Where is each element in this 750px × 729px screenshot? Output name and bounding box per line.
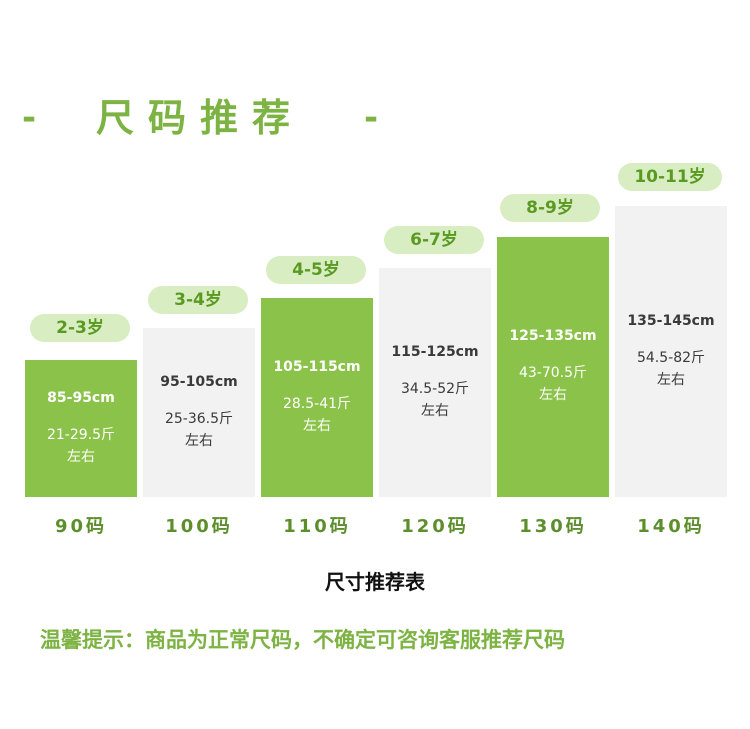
size-label: 130码: [519, 516, 587, 537]
height-range: 135-145cm: [627, 312, 715, 329]
weight-suffix: 左右: [67, 448, 95, 465]
age-pill: 10-11岁: [618, 163, 722, 191]
age-pill: 6-7岁: [384, 226, 484, 254]
height-range: 105-115cm: [273, 358, 361, 375]
size-card-110: 105-115cm 28.5-41斤 左右: [261, 298, 373, 497]
weight-range: 54.5-82斤: [636, 349, 706, 366]
height-range: 115-125cm: [391, 343, 479, 360]
size-card-130: 125-135cm 43-70.5斤 左右: [497, 237, 609, 497]
page-title: 尺码推荐: [96, 96, 305, 140]
size-label: 140码: [637, 516, 705, 537]
size-card-140: 135-145cm 54.5-82斤 左右: [615, 206, 727, 497]
warm-tip: 温馨提示：商品为正常尺码，不确定可咨询客服推荐尺码: [40, 628, 565, 652]
age-pill: 3-4岁: [148, 286, 248, 314]
height-range: 85-95cm: [47, 389, 115, 406]
size-card-90: 85-95cm 21-29.5斤 左右: [25, 360, 137, 497]
age-pill: 2-3岁: [30, 314, 130, 342]
header-dash-left: -: [22, 98, 37, 138]
age-pill: 8-9岁: [500, 194, 600, 222]
weight-range: 34.5-52斤: [400, 380, 470, 397]
table-caption: 尺寸推荐表: [325, 570, 425, 594]
size-label: 90码: [54, 516, 108, 537]
size-label: 100码: [165, 516, 233, 537]
weight-suffix: 左右: [185, 432, 213, 449]
header: - 尺码推荐 -: [0, 92, 750, 152]
weight-suffix: 左右: [421, 402, 449, 419]
header-dash-right: -: [364, 98, 379, 138]
weight-range: 21-29.5斤: [46, 426, 116, 443]
weight-range: 43-70.5斤: [518, 365, 588, 381]
size-card-120: 115-125cm 34.5-52斤 左右: [379, 268, 491, 497]
weight-suffix: 左右: [303, 417, 331, 434]
weight-suffix: 左右: [657, 371, 685, 388]
height-range: 95-105cm: [160, 373, 238, 390]
weight-range: 25-36.5斤: [164, 410, 234, 427]
size-card-100: 95-105cm 25-36.5斤 左右: [143, 328, 255, 497]
height-range: 125-135cm: [509, 328, 597, 344]
age-pill: 4-5岁: [266, 256, 366, 284]
weight-suffix: 左右: [539, 387, 567, 403]
weight-range: 28.5-41斤: [282, 395, 352, 412]
size-label: 110码: [283, 516, 351, 537]
size-label: 120码: [401, 516, 469, 537]
